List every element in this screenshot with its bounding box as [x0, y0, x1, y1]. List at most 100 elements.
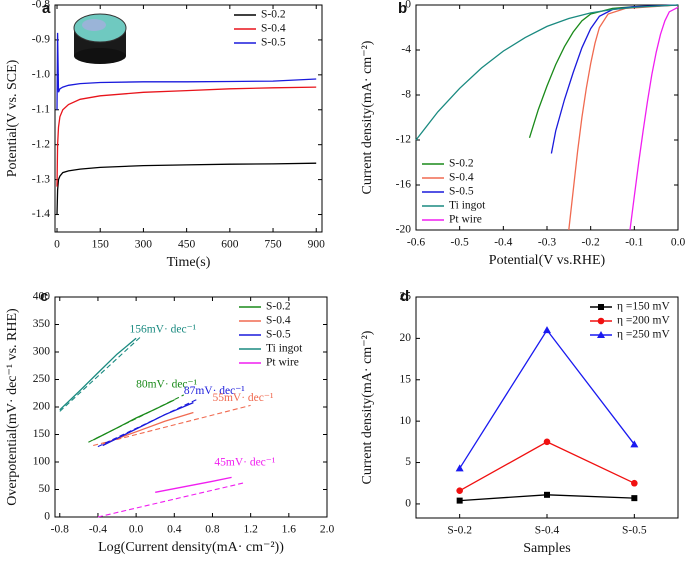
y-tick-label: 25: [400, 291, 412, 303]
legend-label: Ti ingot: [449, 200, 486, 212]
x-tick-label: -0.2: [582, 237, 600, 249]
legend-label: Pt wire: [266, 357, 299, 369]
plot-frame: [54, 4, 323, 233]
ingot-base: [74, 48, 126, 64]
x-tick-label: S-0.5: [622, 525, 647, 537]
legend-label: S-0.5: [266, 329, 291, 341]
marker: [597, 331, 605, 338]
legend-label: S-0.4: [449, 172, 474, 184]
series-line: [155, 476, 232, 493]
panel-label: d: [400, 288, 409, 305]
marker: [630, 440, 639, 448]
marker: [598, 304, 604, 310]
marker: [631, 495, 638, 502]
x-tick-label: 1.6: [282, 524, 297, 536]
x-tick-label: 150: [92, 239, 110, 251]
x-axis-label: Samples: [523, 541, 570, 556]
annotation: 156mV· dec⁻¹: [129, 324, 196, 336]
y-axis-label: Current density(mA· cm⁻²): [360, 40, 375, 194]
series-line: [415, 4, 679, 141]
legend-label: S-0.2: [266, 301, 291, 313]
marker: [456, 497, 463, 504]
marker: [543, 326, 551, 334]
legend-label: S-0.5: [449, 186, 474, 198]
panel-label: b: [398, 0, 407, 17]
y-tick-label: 350: [33, 318, 51, 330]
y-tick-label: 200: [33, 401, 51, 413]
marker: [544, 491, 550, 498]
fit-line: [93, 404, 251, 447]
legend-label: η =250 mV: [617, 329, 670, 341]
series-line: [459, 328, 635, 469]
panel: d 0 5 10 15 20 25 S-0.2 S-0.4 S-0.5 Samples Current…: [360, 288, 679, 556]
x-tick-label: -0.4: [89, 524, 107, 536]
y-tick-label: -0.8: [32, 0, 50, 11]
y-tick-label: -1.1: [32, 103, 50, 115]
x-tick-label: S-0.2: [447, 525, 472, 537]
series-line: [56, 32, 317, 110]
legend-label: S-0.5: [261, 37, 286, 49]
legend-label: S-0.4: [266, 315, 291, 327]
y-tick-label: 15: [400, 373, 412, 385]
panel-label: a: [42, 0, 51, 17]
legend-label: S-0.2: [449, 158, 474, 170]
series-line: [550, 4, 679, 154]
panel: c 0 50 100 150 200 250 300 350 400 -0.8 -0.4 0.0 0.4 0…: [5, 288, 334, 555]
panel: a -1.4 -1.3 -1.2 -1.1 -1.0 -0.9 -0.8 0 150 300 450 6…: [5, 0, 325, 270]
y-tick-label: -4: [401, 44, 411, 56]
x-tick-label: -0.5: [451, 237, 469, 249]
y-tick-label: 20: [400, 332, 412, 344]
y-tick-label: -20: [396, 224, 412, 236]
x-tick-label: 0.4: [167, 524, 182, 536]
x-axis-label: Time(s): [167, 255, 211, 270]
series-line: [102, 402, 194, 447]
y-tick-label: -0.9: [32, 34, 50, 46]
marker: [456, 487, 463, 494]
x-tick-label: 900: [308, 239, 326, 251]
series-line: [629, 6, 679, 231]
y-tick-label: 0: [405, 0, 411, 11]
y-tick-label: 5: [405, 456, 411, 468]
y-tick-label: -1.0: [32, 68, 50, 80]
legend-label: η =200 mV: [617, 315, 670, 327]
x-tick-label: 2.0: [320, 524, 335, 536]
y-tick-label: 250: [33, 373, 51, 385]
marker: [631, 479, 638, 487]
y-axis-label: Potential(V vs. SCE): [5, 59, 20, 177]
marker: [455, 464, 464, 472]
fit-line: [97, 481, 247, 518]
x-tick-label: -0.1: [625, 237, 643, 249]
x-axis-label: Log(Current density(mA· cm⁻²)): [98, 540, 284, 555]
legend-label: Pt wire: [449, 214, 482, 226]
y-tick-label: 10: [400, 415, 412, 427]
series-line: [459, 441, 635, 492]
x-tick-label: 300: [135, 239, 153, 251]
panel: b -20 -16 -12 -8 -4 0 -0.6 -0.5 -0.4 -0.3 -0.2 -0.1 0…: [360, 0, 685, 268]
annotation: 55mV· dec⁻¹: [212, 392, 273, 404]
x-tick-label: -0.8: [51, 524, 69, 536]
annotation: 87mV· dec⁻¹: [184, 385, 245, 397]
legend-label: S-0.2: [261, 9, 286, 21]
x-tick-label: -0.4: [494, 237, 512, 249]
y-tick-label: -16: [396, 179, 412, 191]
x-tick-label: 600: [221, 239, 239, 251]
fit-line: [97, 398, 199, 448]
series-line: [92, 399, 175, 441]
legend-label: η =150 mV: [617, 301, 670, 313]
series-line: [56, 162, 317, 215]
y-tick-label: 0: [44, 511, 50, 523]
x-tick-label: 0.0: [671, 237, 685, 249]
annotation: 80mV· dec⁻¹: [136, 379, 197, 391]
y-tick-label: -1.3: [32, 173, 50, 185]
inset-photo: [73, 13, 127, 64]
y-tick-label: -8: [401, 89, 411, 101]
x-tick-label: 0.8: [205, 524, 220, 536]
marker: [597, 317, 605, 325]
ingot-sheen: [82, 19, 106, 31]
x-tick-label: 0: [54, 239, 60, 251]
y-tick-label: 50: [39, 483, 51, 495]
y-tick-label: 0: [405, 498, 411, 510]
x-axis-label: Potential(V vs.RHE): [489, 253, 606, 268]
panel-label: c: [40, 288, 48, 305]
